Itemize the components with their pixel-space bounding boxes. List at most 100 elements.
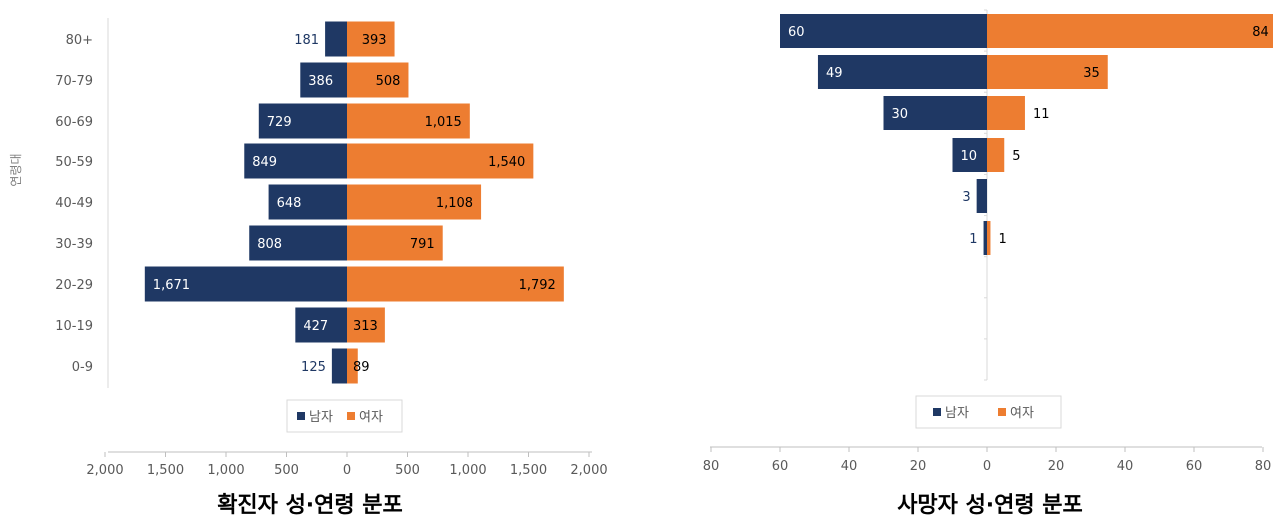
male-bar	[780, 14, 987, 48]
legend-swatch-male	[297, 412, 305, 420]
x-tick-label: 1,000	[449, 463, 486, 478]
male-data-label: 60	[788, 25, 805, 40]
y-axis-title: 연령대	[9, 153, 23, 186]
chart-title: 확진자 성·연령 분포	[217, 493, 403, 518]
x-tick-label: 80	[703, 459, 720, 474]
male-data-label: 427	[303, 319, 328, 334]
x-tick-label: 60	[772, 459, 789, 474]
male-data-label: 30	[892, 107, 909, 122]
female-data-label: 393	[362, 33, 387, 48]
female-data-label: 11	[1033, 107, 1050, 122]
category-label: 40-49	[55, 196, 93, 211]
x-tick-label: 60	[1186, 459, 1203, 474]
female-bar	[347, 143, 534, 179]
male-bar	[952, 138, 987, 172]
x-tick-label: 0	[343, 463, 351, 478]
female-data-label: 508	[376, 74, 401, 89]
x-tick-label: 500	[395, 463, 420, 478]
female-data-label: 1	[998, 232, 1006, 247]
male-data-label: 1,671	[153, 278, 190, 293]
legend-label-female: 여자	[1010, 406, 1034, 421]
male-data-label: 181	[294, 33, 319, 48]
legend-swatch-female	[347, 412, 355, 420]
x-tick-label: 20	[1048, 459, 1065, 474]
category-label: 70-79	[55, 74, 93, 89]
male-data-label: 849	[252, 155, 277, 170]
x-tick-label: 2,000	[570, 463, 607, 478]
male-data-label: 386	[308, 74, 333, 89]
male-bar	[325, 21, 347, 57]
x-tick-label: 1,000	[207, 463, 244, 478]
female-data-label: 791	[410, 237, 435, 252]
legend-swatch-female	[998, 408, 1006, 416]
category-label: 30-39	[55, 237, 93, 252]
category-label: 0-9	[72, 360, 93, 375]
female-bar	[987, 14, 1273, 48]
female-bar	[347, 307, 385, 343]
legend-label-female: 여자	[359, 410, 383, 425]
x-tick-label: 0	[983, 459, 991, 474]
x-tick-label: 1,500	[147, 463, 184, 478]
male-bar	[983, 221, 987, 255]
female-data-label: 313	[353, 319, 378, 334]
male-bar	[249, 225, 347, 261]
female-data-label: 1,792	[519, 278, 556, 293]
male-data-label: 729	[267, 115, 292, 130]
male-bar	[268, 184, 347, 220]
male-bar	[144, 266, 347, 302]
male-bar	[331, 348, 347, 384]
legend-label-male: 남자	[309, 410, 333, 425]
x-tick-label: 40	[841, 459, 858, 474]
male-data-label: 808	[257, 237, 282, 252]
female-data-label: 1,108	[436, 196, 473, 211]
x-tick-label: 80	[1255, 459, 1272, 474]
female-data-label: 89	[353, 360, 370, 375]
male-data-label: 1	[969, 232, 977, 247]
male-data-label: 10	[961, 149, 978, 164]
female-bar	[987, 55, 1108, 89]
female-data-label: 1,015	[425, 115, 462, 130]
x-tick-label: 20	[910, 459, 927, 474]
male-bar	[258, 103, 347, 139]
male-bar	[817, 55, 987, 89]
female-bar	[347, 62, 409, 98]
male-bar	[295, 307, 347, 343]
x-tick-label: 1,500	[510, 463, 547, 478]
female-data-label: 35	[1083, 66, 1100, 81]
category-label: 10-19	[55, 319, 93, 334]
female-bar	[987, 221, 991, 255]
female-bar	[347, 266, 564, 302]
female-bar	[347, 184, 482, 220]
category-label: 60-69	[55, 115, 93, 130]
x-tick-label: 2,000	[86, 463, 123, 478]
confirmed-cases-chart: 0-9 125 89 10-19 427 313 20-29 1,671 1,792 30-39 8…	[9, 18, 608, 518]
male-data-label: 648	[277, 196, 302, 211]
male-data-label: 125	[301, 360, 326, 375]
female-data-label: 1,540	[488, 155, 525, 170]
female-bar	[987, 96, 1025, 130]
female-bar	[347, 225, 443, 261]
male-data-label: 49	[826, 66, 843, 81]
male-bar	[244, 143, 347, 179]
chart-title: 사망자 성·연령 분포	[897, 493, 1083, 518]
x-tick-label: 500	[274, 463, 299, 478]
female-data-label: 5	[1012, 149, 1020, 164]
male-data-label: 3	[962, 190, 970, 205]
legend-label-male: 남자	[945, 406, 969, 421]
male-bar	[883, 96, 987, 130]
category-label: 80+	[66, 33, 93, 48]
female-bar	[987, 138, 1005, 172]
legend-box	[286, 399, 403, 433]
category-label: 50-59	[55, 155, 93, 170]
female-data-label: 84	[1252, 25, 1269, 40]
female-bar	[347, 103, 470, 139]
legend-swatch-male	[933, 408, 941, 416]
male-bar	[976, 179, 987, 213]
female-bar	[347, 348, 358, 384]
female-bar	[347, 21, 395, 57]
male-bar	[300, 62, 347, 98]
x-tick-label: 40	[1117, 459, 1134, 474]
category-label: 20-29	[55, 278, 93, 293]
